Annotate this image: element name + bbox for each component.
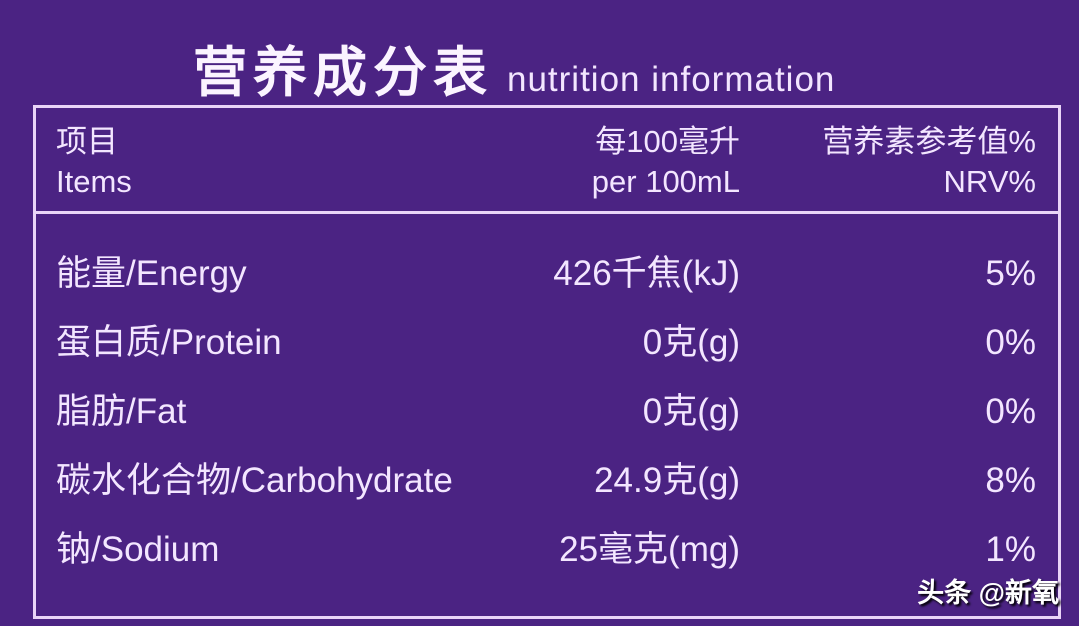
row-name: 蛋白质/Protein	[56, 323, 282, 362]
row-name: 脂肪/Fat	[56, 392, 187, 431]
page-title: 营养成分表 nutrition information	[193, 28, 835, 107]
header-per-cn: 每100毫升	[595, 124, 740, 159]
watermark: 头条 @新氧	[917, 578, 1059, 608]
nutrition-table: 项目 Items 每100毫升 per 100mL 营养素参考值% NRV% 能…	[33, 105, 1061, 619]
row-nrv: 1%	[985, 530, 1036, 569]
row-nrv: 8%	[985, 461, 1036, 500]
row-value: 24.9克(g)	[594, 461, 740, 500]
table-row: 蛋白质/Protein 0克(g) 0%	[36, 313, 1058, 373]
header-nrv: 营养素参考值% NRV%	[822, 122, 1036, 202]
row-value: 426千焦(kJ)	[553, 254, 740, 293]
row-value: 0克(g)	[642, 323, 740, 362]
header-nrv-cn: 营养素参考值%	[822, 124, 1036, 159]
row-name: 碳水化合物/Carbohydrate	[56, 461, 453, 500]
row-nrv: 0%	[985, 323, 1036, 362]
header-items-en: Items	[56, 164, 132, 199]
header-per-100ml: 每100毫升 per 100mL	[592, 122, 740, 202]
table-row: 能量/Energy 426千焦(kJ) 5%	[36, 244, 1058, 304]
row-name: 能量/Energy	[56, 254, 247, 293]
row-name: 钠/Sodium	[56, 530, 220, 569]
header-nrv-en: NRV%	[943, 164, 1036, 199]
row-value: 25毫克(mg)	[559, 530, 740, 569]
row-value: 0克(g)	[642, 392, 740, 431]
title-chinese: 营养成分表	[193, 43, 493, 103]
table-row: 碳水化合物/Carbohydrate 24.9克(g) 8%	[36, 451, 1058, 511]
header-divider	[36, 211, 1058, 214]
header-per-en: per 100mL	[591, 164, 740, 199]
header-items-cn: 项目	[56, 124, 118, 159]
row-nrv: 5%	[985, 254, 1036, 293]
table-row: 脂肪/Fat 0克(g) 0%	[36, 382, 1058, 442]
header-items: 项目 Items	[56, 122, 132, 202]
table-row: 钠/Sodium 25毫克(mg) 1%	[36, 520, 1058, 580]
title-english: nutrition information	[507, 60, 836, 99]
row-nrv: 0%	[985, 392, 1036, 431]
